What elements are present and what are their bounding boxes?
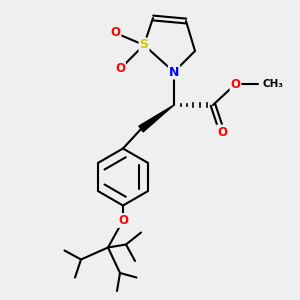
- Text: S: S: [140, 38, 148, 52]
- Polygon shape: [139, 105, 174, 132]
- Text: CH₃: CH₃: [262, 79, 284, 89]
- Text: O: O: [217, 125, 227, 139]
- Text: O: O: [115, 62, 125, 76]
- Text: O: O: [110, 26, 121, 40]
- Text: O: O: [118, 214, 128, 227]
- Text: O: O: [230, 77, 241, 91]
- Text: N: N: [169, 65, 179, 79]
